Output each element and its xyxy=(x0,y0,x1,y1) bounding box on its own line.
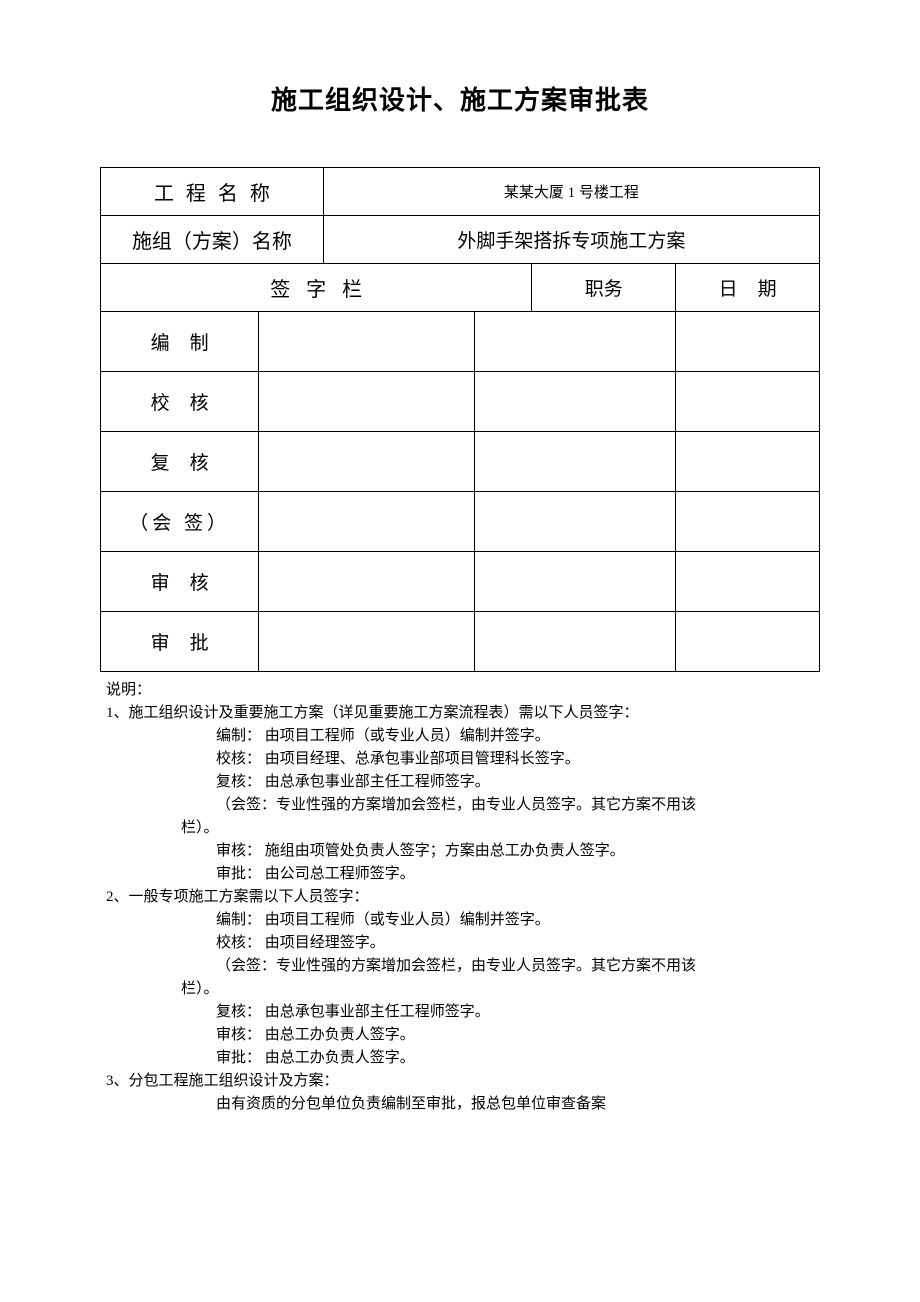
approval-table: 工程名称 某某大厦 1 号楼工程 施组（方案）名称 外脚手架搭拆专项施工方案 签… xyxy=(100,167,820,672)
position-cell xyxy=(474,312,675,372)
notes-line: 复核： 由总承包事业部主任工程师签字。 xyxy=(216,1002,820,1023)
signature-cell xyxy=(259,432,475,492)
date-cell xyxy=(676,432,820,492)
signature-cell xyxy=(259,612,475,672)
table-row: 复核 xyxy=(101,432,820,492)
position-header: 职务 xyxy=(532,264,676,312)
notes-line: （会签：专业性强的方案增加会签栏，由专业人员签字。其它方案不用该 xyxy=(216,795,820,816)
project-name-label: 工程名称 xyxy=(101,168,324,216)
project-name-value: 某某大厦 1 号楼工程 xyxy=(323,168,819,216)
table-row-project: 工程名称 某某大厦 1 号楼工程 xyxy=(101,168,820,216)
page-title: 施工组织设计、施工方案审批表 xyxy=(100,80,820,117)
row-label-approve: 审批 xyxy=(101,612,259,672)
notes-line: 由有资质的分包单位负责编制至审批，报总包单位审查备案 xyxy=(216,1094,820,1115)
table-row: 校核 xyxy=(101,372,820,432)
signature-cell xyxy=(259,312,475,372)
notes-line: 编制： 由项目工程师（或专业人员）编制并签字。 xyxy=(216,910,820,931)
notes-line: 审批： 由公司总工程师签字。 xyxy=(216,864,820,885)
plan-name-value: 外脚手架搭拆专项施工方案 xyxy=(323,216,819,264)
position-cell xyxy=(474,372,675,432)
signature-cell xyxy=(259,552,475,612)
notes-line: （会签：专业性强的方案增加会签栏，由专业人员签字。其它方案不用该 xyxy=(216,956,820,977)
date-cell xyxy=(676,492,820,552)
notes-section2-title: 2、一般专项施工方案需以下人员签字： xyxy=(106,887,820,908)
date-cell xyxy=(676,612,820,672)
table-row: 审批 xyxy=(101,612,820,672)
notes-header: 说明： xyxy=(106,680,820,701)
date-cell xyxy=(676,312,820,372)
signature-cell xyxy=(259,372,475,432)
notes-line: 栏）。 xyxy=(181,818,820,839)
table-row: 编制 xyxy=(101,312,820,372)
table-row: 审核 xyxy=(101,552,820,612)
plan-name-label: 施组（方案）名称 xyxy=(101,216,324,264)
notes-section: 说明： 1、施工组织设计及重要施工方案（详见重要施工方案流程表）需以下人员签字：… xyxy=(100,680,820,1115)
notes-section1-title: 1、施工组织设计及重要施工方案（详见重要施工方案流程表）需以下人员签字： xyxy=(106,703,820,724)
notes-line: 校核： 由项目经理签字。 xyxy=(216,933,820,954)
date-cell xyxy=(676,372,820,432)
notes-section3-title: 3、分包工程施工组织设计及方案： xyxy=(106,1071,820,1092)
date-cell xyxy=(676,552,820,612)
notes-line: 编制： 由项目工程师（或专业人员）编制并签字。 xyxy=(216,726,820,747)
signature-cell xyxy=(259,492,475,552)
date-header: 日期 xyxy=(676,264,820,312)
position-cell xyxy=(474,612,675,672)
signature-header: 签字栏 xyxy=(101,264,532,312)
row-label-audit: 审核 xyxy=(101,552,259,612)
notes-line: 校核： 由项目经理、总承包事业部项目管理科长签字。 xyxy=(216,749,820,770)
row-label-check: 校核 xyxy=(101,372,259,432)
table-row-plan: 施组（方案）名称 外脚手架搭拆专项施工方案 xyxy=(101,216,820,264)
row-label-review: 复核 xyxy=(101,432,259,492)
position-cell xyxy=(474,432,675,492)
notes-line: 栏）。 xyxy=(181,979,820,1000)
table-row: （会 签） xyxy=(101,492,820,552)
table-row-sign-header: 签字栏 职务 日期 xyxy=(101,264,820,312)
notes-line: 审批： 由总工办负责人签字。 xyxy=(216,1048,820,1069)
notes-line: 复核： 由总承包事业部主任工程师签字。 xyxy=(216,772,820,793)
row-label-compile: 编制 xyxy=(101,312,259,372)
position-cell xyxy=(474,552,675,612)
row-label-cosign: （会 签） xyxy=(101,492,259,552)
notes-line: 审核： 由总工办负责人签字。 xyxy=(216,1025,820,1046)
position-cell xyxy=(474,492,675,552)
notes-line: 审核： 施组由项管处负责人签字；方案由总工办负责人签字。 xyxy=(216,841,820,862)
